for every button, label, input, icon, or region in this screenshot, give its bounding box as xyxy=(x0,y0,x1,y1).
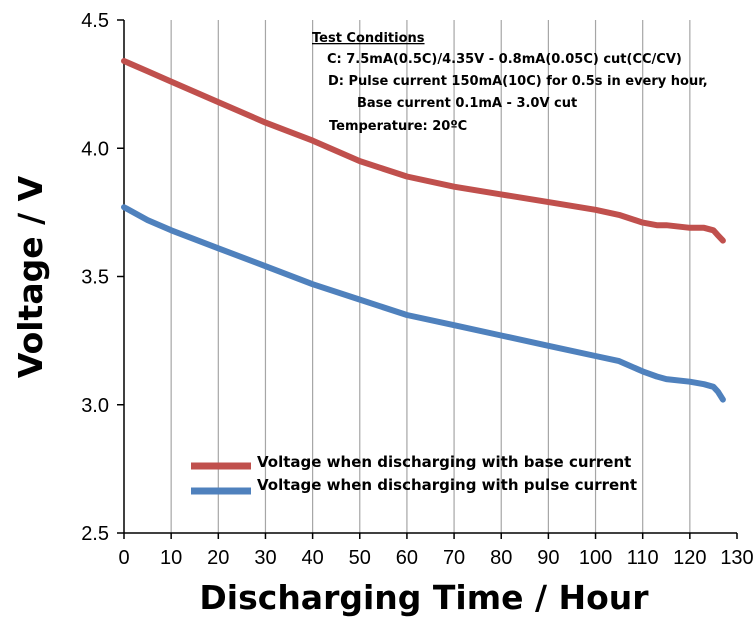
y-tick-label: 4.5 xyxy=(81,10,109,32)
y-tick-marks xyxy=(117,19,124,534)
x-tick-label: 120 xyxy=(673,547,706,569)
y-tick-label: 2.5 xyxy=(81,523,109,545)
x-tick-label: 40 xyxy=(301,547,323,569)
x-tick-label: 90 xyxy=(537,547,559,569)
y-axis-title: Voltage / V xyxy=(11,175,50,378)
x-tick-label: 30 xyxy=(254,547,276,569)
series-line-pulse-current xyxy=(121,204,726,403)
x-tick-label: 0 xyxy=(118,547,129,569)
test-conditions-line-4: Temperature: 20ºC xyxy=(329,119,467,134)
x-tick-label: 130 xyxy=(720,547,753,569)
x-tick-label: 50 xyxy=(349,547,371,569)
x-tick-label: 10 xyxy=(160,547,182,569)
plot-area-frame xyxy=(123,20,737,534)
y-tick-label: 3.5 xyxy=(81,267,109,289)
gridlines xyxy=(170,20,691,533)
legend-label-base-current: Voltage when discharging with base curre… xyxy=(257,453,631,471)
x-axis-title: Discharging Time / Hour xyxy=(199,578,649,617)
x-tick-label: 100 xyxy=(579,547,612,569)
test-conditions-line-2: D: Pulse current 150mA(10C) for 0.5s in … xyxy=(328,74,708,89)
series-layer xyxy=(121,58,726,403)
test-conditions-line-3: Base current 0.1mA - 3.0V cut xyxy=(357,96,577,111)
test-conditions-heading: Test Conditions xyxy=(312,31,425,46)
x-tick-labels: 0 10 20 30 40 50 60 70 80 90 100 110 120 130 xyxy=(118,547,753,569)
legend-label-pulse-current: Voltage when discharging with pulse curr… xyxy=(257,476,637,494)
x-tick-label: 80 xyxy=(490,547,512,569)
y-tick-label: 4.0 xyxy=(81,138,109,160)
x-tick-label: 110 xyxy=(627,547,659,569)
test-conditions-line-1: C: 7.5mA(0.5C)/4.35V - 0.8mA(0.05C) cut(… xyxy=(327,52,682,67)
test-conditions-annotation: Test Conditions C: 7.5mA(0.5C)/4.35V - 0… xyxy=(312,31,708,134)
y-tick-labels: 2.5 3.0 3.5 4.0 4.5 xyxy=(81,10,109,545)
x-tick-marks xyxy=(123,533,738,539)
series-line-base-current xyxy=(121,58,726,244)
y-tick-label: 3.0 xyxy=(81,395,109,417)
legend: Voltage when discharging with base curre… xyxy=(191,453,637,495)
x-tick-label: 60 xyxy=(396,547,418,569)
x-tick-label: 20 xyxy=(207,547,229,569)
x-tick-label: 70 xyxy=(443,547,465,569)
